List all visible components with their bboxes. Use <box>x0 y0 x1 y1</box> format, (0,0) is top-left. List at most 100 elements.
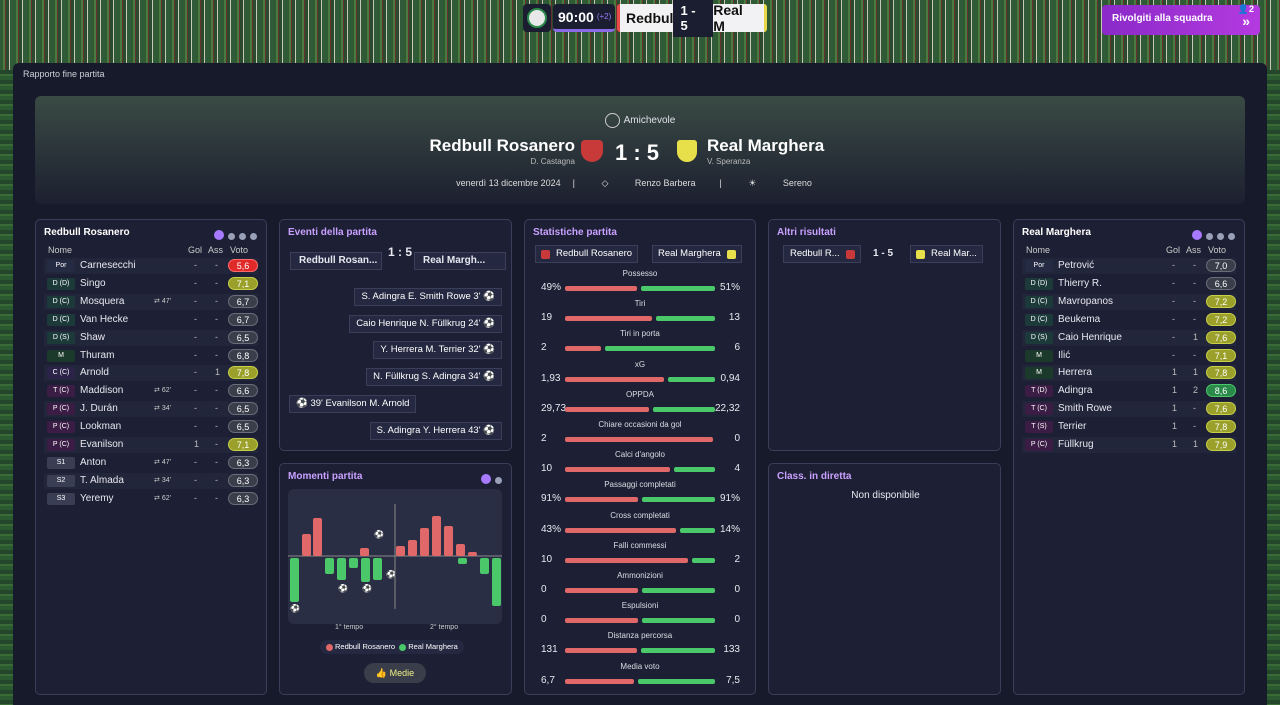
away-team-name[interactable]: Real Marghera <box>707 136 825 155</box>
col-goals[interactable]: Gol <box>1166 245 1181 255</box>
col-goals[interactable]: Gol <box>188 245 203 255</box>
stat-home-value: 49% <box>541 282 562 293</box>
player-row[interactable]: T (S) Terrier 1 -7,8 <box>1022 419 1236 435</box>
player-name[interactable]: Thuram <box>80 349 115 361</box>
club-crest-button[interactable] <box>523 4 551 32</box>
player-name[interactable]: Caio Henrique <box>1058 331 1122 343</box>
events-away-team[interactable]: Real Margh... <box>414 252 506 270</box>
player-row[interactable]: D (C) Mosquera ⇄ 47' - -6,7 <box>44 293 258 310</box>
team-talk-button[interactable]: Rivolgiti alla squadra 👤2 » <box>1102 4 1260 35</box>
stats-home-chip[interactable]: Redbull Rosanero <box>535 245 639 263</box>
player-name[interactable]: Ilić <box>1058 349 1071 361</box>
event-item[interactable]: ⚽ 39' Evanilson M. Arnold <box>289 394 417 413</box>
player-name[interactable]: Mosquera <box>80 295 125 307</box>
player-row[interactable]: Por Petrović - -7,0 <box>1022 258 1236 274</box>
player-name[interactable]: Adingra <box>1058 385 1093 397</box>
player-name[interactable]: Maddison <box>80 385 124 397</box>
player-name[interactable]: Herrera <box>1058 367 1092 379</box>
player-row[interactable]: D (S) Caio Henrique - 1 7,6 <box>1022 329 1236 346</box>
page-dot[interactable] <box>239 233 246 240</box>
player-row[interactable]: D (D) Thierry R. - -6,6 <box>1022 276 1236 292</box>
event-item[interactable]: N. Füllkrug S. Adingra 34' ⚽ <box>366 368 502 387</box>
player-row[interactable]: S3 Yeremy ⇄ 62' - -6,3 <box>44 491 258 507</box>
player-name[interactable]: Van Hecke <box>80 313 129 325</box>
stat-away-bar <box>642 497 715 503</box>
player-name[interactable]: Shaw <box>80 331 106 343</box>
player-name[interactable]: Evanilson <box>80 439 124 450</box>
player-name[interactable]: Beukema <box>1058 313 1101 325</box>
away-team-block[interactable]: Real Marghera V. Speranza <box>707 136 824 166</box>
player-row[interactable]: D (C) Mavropanos - -7,2 <box>1022 293 1236 310</box>
home-team-name[interactable]: Redbull Rosanero <box>429 136 575 155</box>
player-row[interactable]: D (C) Beukema - -7,2 <box>1022 312 1236 328</box>
player-row[interactable]: T (D) Adingra 1 2 8,6 <box>1022 383 1236 399</box>
col-assists[interactable]: Ass <box>1186 245 1202 255</box>
page-dots[interactable] <box>210 227 257 245</box>
stat-label: Ammonizioni <box>617 571 663 580</box>
momentum-away-bar <box>290 558 299 602</box>
scoreboard[interactable]: Redbul 1 - 5 Real M <box>617 0 767 37</box>
player-row[interactable]: M Herrera 1 1 7,8 <box>1022 365 1236 382</box>
stat-row: Distanza percorsa 131 133 <box>535 631 745 661</box>
player-row[interactable]: S2 T. Almada ⇄ 34' - -6,3 <box>44 472 258 489</box>
page-dots[interactable] <box>1188 227 1235 245</box>
player-name[interactable]: Arnold <box>80 367 109 379</box>
event-item[interactable]: Y. Herrera M. Terrier 32' ⚽ <box>373 341 502 360</box>
page-dot[interactable] <box>250 233 257 240</box>
player-row[interactable]: D (S) Shaw - -6,5 <box>44 329 258 346</box>
player-row[interactable]: D (C) Van Hecke - -6,7 <box>44 312 258 328</box>
col-rating[interactable]: Voto <box>230 245 249 255</box>
player-row[interactable]: D (D) Singo - -7,1 <box>44 276 258 292</box>
other-away-chip[interactable]: Real Mar... <box>910 245 983 263</box>
player-row[interactable]: P (C) Lookman - -6,5 <box>44 419 258 435</box>
player-row[interactable]: C (C) Arnold - 1 7,8 <box>44 365 258 382</box>
col-name[interactable]: Nome <box>48 245 73 255</box>
page-dot[interactable] <box>1192 230 1202 240</box>
player-name[interactable]: T. Almada <box>80 474 124 486</box>
player-goals: - <box>194 403 197 414</box>
averages-button[interactable]: 👍 Medie <box>364 663 426 683</box>
event-item[interactable]: S. Adingra E. Smith Rowe 3' ⚽ <box>354 288 502 306</box>
player-name[interactable]: Anton <box>80 456 107 468</box>
col-name[interactable]: Nome <box>1026 245 1051 255</box>
player-name[interactable]: J. Durán <box>80 403 118 415</box>
events-home-team[interactable]: Redbull Rosan... <box>290 252 382 270</box>
page-dot[interactable] <box>1228 233 1235 240</box>
player-name[interactable]: Carnesecchi <box>80 260 136 271</box>
stadium-name: Renzo Barbera <box>634 178 696 188</box>
stat-row: Chiare occasioni da gol 2 0 <box>535 420 745 450</box>
page-dot[interactable] <box>1206 233 1213 240</box>
event-item[interactable]: Caio Henrique N. Füllkrug 24' ⚽ <box>349 314 502 333</box>
player-name[interactable]: Füllkrug <box>1058 439 1094 450</box>
col-assists[interactable]: Ass <box>208 245 224 255</box>
player-name[interactable]: Lookman <box>80 421 122 433</box>
player-name[interactable]: Thierry R. <box>1058 277 1102 289</box>
page-dot[interactable] <box>495 477 502 484</box>
player-row[interactable]: M Thuram - -6,8 <box>44 348 258 364</box>
player-row[interactable]: T (C) Smith Rowe 1 -7,6 <box>1022 401 1236 418</box>
player-row[interactable]: P (C) Füllkrug 1 1 7,9 <box>1022 437 1236 453</box>
player-name[interactable]: Smith Rowe <box>1058 403 1112 415</box>
home-team-block[interactable]: Redbull Rosanero D. Castagna <box>430 136 575 166</box>
player-row[interactable]: T (C) Maddison ⇄ 62' - -6,6 <box>44 383 258 399</box>
stats-away-chip[interactable]: Real Marghera <box>652 245 742 263</box>
other-home-chip[interactable]: Redbull R... <box>783 245 861 263</box>
player-name[interactable]: Petrović <box>1058 260 1095 271</box>
player-row[interactable]: P (C) Evanilson 1 -7,1 <box>44 437 258 453</box>
page-dot[interactable] <box>214 230 224 240</box>
page-dot[interactable] <box>481 474 491 484</box>
page-dot[interactable] <box>228 233 235 240</box>
stadium[interactable]: ◇ Renzo Barbera <box>578 178 720 188</box>
col-rating[interactable]: Voto <box>1208 245 1227 255</box>
player-name[interactable]: Terrier <box>1058 421 1087 433</box>
player-name[interactable]: Singo <box>80 277 106 289</box>
page-dots[interactable] <box>477 471 502 489</box>
player-row[interactable]: M Ilić - -7,1 <box>1022 348 1236 364</box>
player-name[interactable]: Yeremy <box>80 492 114 504</box>
player-name[interactable]: Mavropanos <box>1058 295 1114 307</box>
player-row[interactable]: Por Carnesecchi - -5,6 <box>44 258 258 274</box>
player-row[interactable]: P (C) J. Durán ⇄ 34' - -6,5 <box>44 401 258 418</box>
player-row[interactable]: S1 Anton ⇄ 47' - -6,3 <box>44 455 258 471</box>
event-item[interactable]: S. Adingra Y. Herrera 43' ⚽ <box>369 421 502 440</box>
page-dot[interactable] <box>1217 233 1224 240</box>
